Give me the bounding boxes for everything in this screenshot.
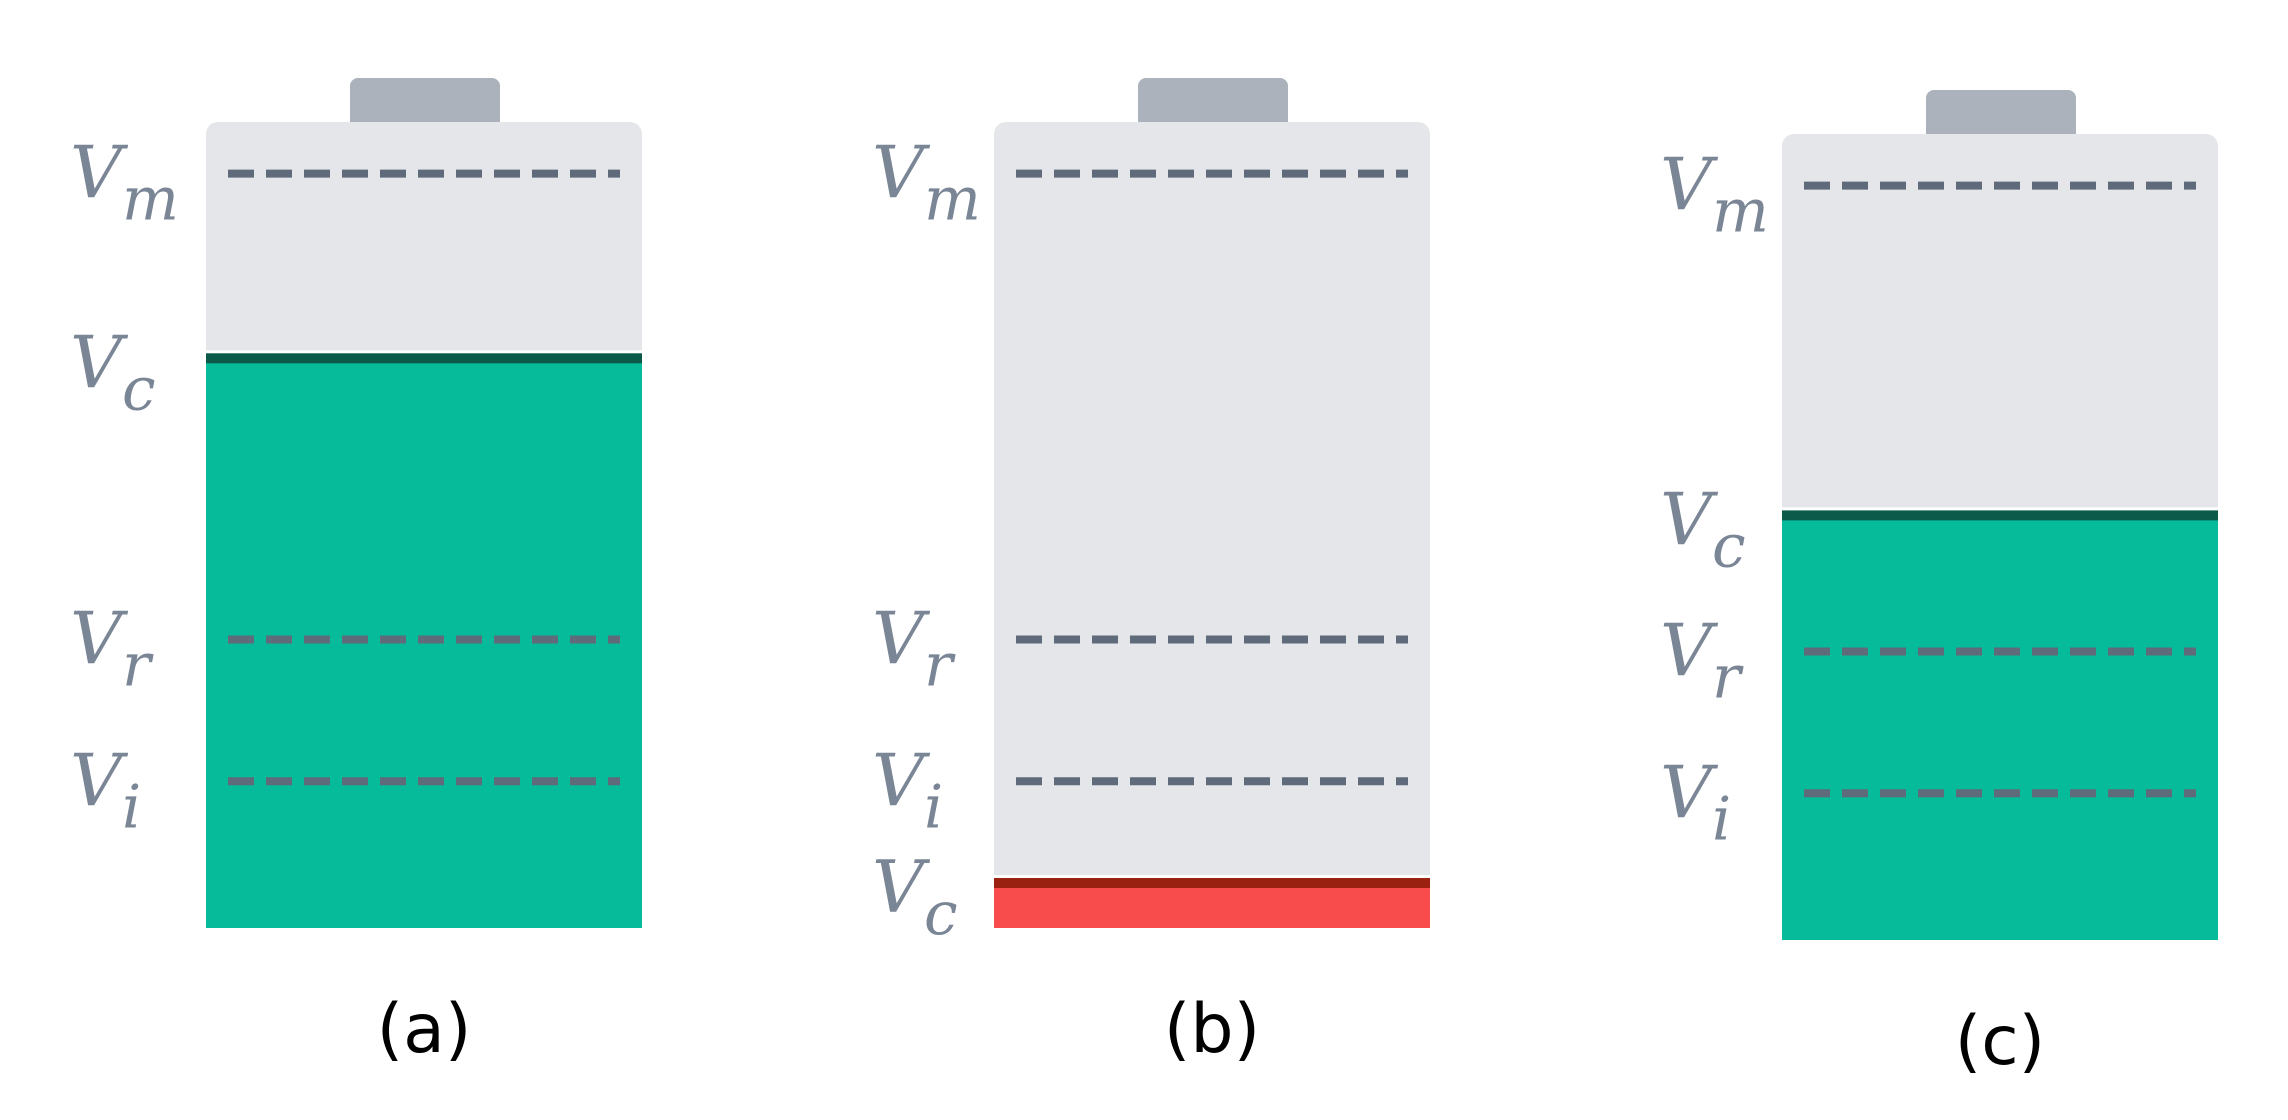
charge-edge — [994, 878, 1430, 889]
level-label-vm: Vm — [70, 131, 179, 235]
battery-panel-3: Vm Vc Vr Vi (c) — [1660, 90, 2218, 1081]
charge-edge — [206, 353, 642, 364]
level-label-vi: Vi — [70, 738, 141, 842]
charge-gap — [994, 875, 1430, 879]
level-label-vm: Vm — [1660, 143, 1769, 247]
charge-gap — [1782, 507, 2218, 511]
level-label-vr: Vr — [872, 596, 956, 700]
level-label-vi: Vi — [1660, 750, 1731, 854]
battery-panel-1: Vm Vc Vr Vi (a) — [70, 78, 642, 1069]
panel-caption: (c) — [1955, 1002, 2045, 1081]
panel-caption: (b) — [1164, 990, 1260, 1069]
battery-terminal — [1138, 78, 1288, 130]
panel-caption: (a) — [377, 990, 472, 1069]
charge-gap — [206, 350, 642, 354]
level-label-vc: Vc — [872, 845, 958, 949]
level-label-vi: Vi — [872, 738, 943, 842]
level-label-vr: Vr — [1660, 608, 1744, 712]
battery-terminal — [1926, 90, 2076, 142]
level-label-vr: Vr — [70, 596, 154, 700]
battery-terminal — [350, 78, 500, 130]
battery-body — [994, 122, 1430, 928]
charge-fill — [1782, 510, 2218, 940]
level-label-vc: Vc — [1660, 477, 1746, 581]
level-label-vm: Vm — [872, 131, 981, 235]
level-label-vc: Vc — [70, 320, 156, 424]
charge-edge — [1782, 510, 2218, 521]
